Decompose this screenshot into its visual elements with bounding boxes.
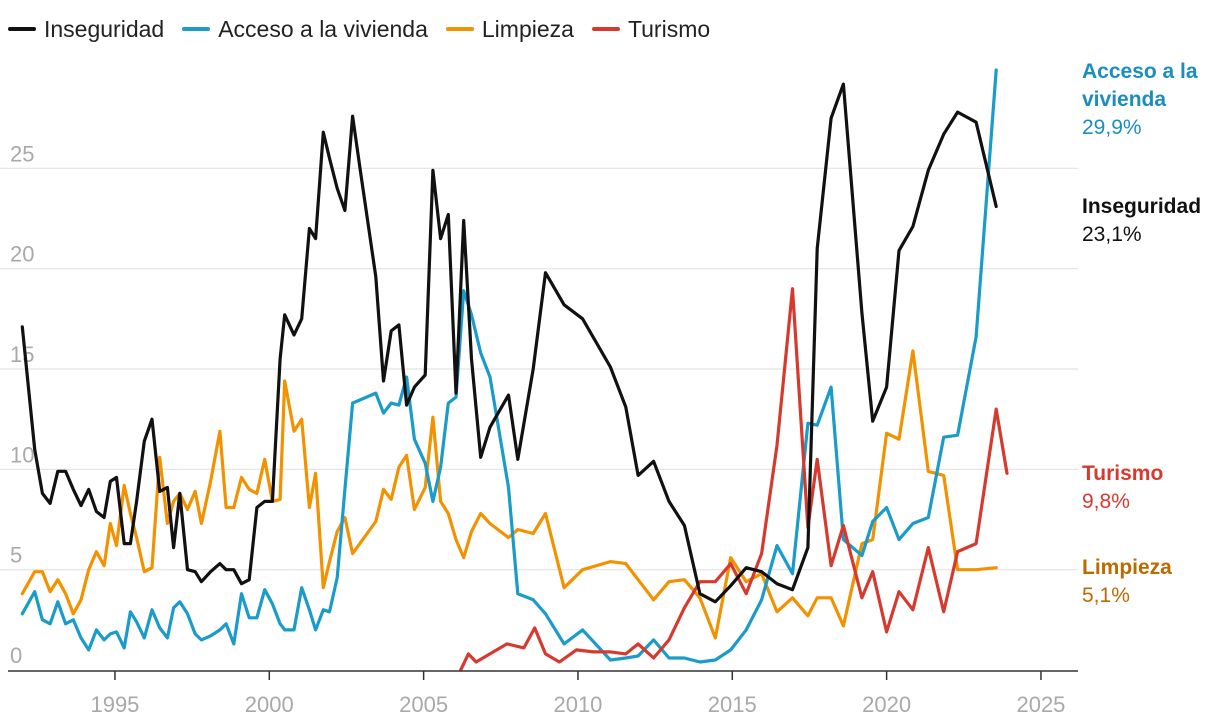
legend-swatch-turismo bbox=[591, 27, 620, 31]
end-label-name-acceso-a-la-vivienda-0: Acceso a la bbox=[1082, 60, 1198, 83]
end-label-inseguridad: Inseguridad 23,1% bbox=[1082, 195, 1201, 246]
y-tick-label-15: 15 bbox=[10, 342, 34, 367]
end-label-value-turismo: 9,8% bbox=[1082, 490, 1130, 513]
end-label-value-limpieza: 5,1% bbox=[1082, 584, 1130, 607]
x-tick-label-2000: 2000 bbox=[245, 692, 294, 717]
legend-item-inseguridad: Inseguridad bbox=[8, 16, 164, 43]
legend: Inseguridad Acceso a la vivienda Limpiez… bbox=[8, 12, 710, 46]
legend-swatch-inseguridad bbox=[8, 27, 36, 31]
legend-label-acceso-a-la-vivienda: Acceso a la vivienda bbox=[218, 15, 428, 42]
end-labels: Inseguridad 23,1% Acceso a la vivienda 29,9%… bbox=[1082, 60, 1201, 607]
y-tick-label-25: 25 bbox=[10, 141, 34, 166]
end-label-value-acceso-a-la-vivienda: 29,9% bbox=[1082, 116, 1142, 139]
series-lines bbox=[20, 68, 1009, 672]
legend-item-acceso-a-la-vivienda: Acceso a la vivienda bbox=[182, 16, 428, 43]
legend-item-limpieza: Limpieza bbox=[445, 15, 574, 43]
x-axis-ticks: 1995 2000 2005 2010 2015 2020 2025 bbox=[90, 671, 1065, 717]
legend-item-turismo: Turismo bbox=[591, 15, 711, 43]
end-label-name-acceso-a-la-vivienda-1: vivienda bbox=[1082, 88, 1166, 111]
end-label-name-limpieza-0: Limpieza bbox=[1082, 556, 1172, 579]
end-label-limpieza: Limpieza 5,1% bbox=[1082, 556, 1172, 607]
y-tick-label-0: 0 bbox=[10, 643, 22, 668]
y-tick-label-20: 20 bbox=[10, 242, 34, 267]
end-label-acceso-a-la-vivienda: Acceso a la vivienda 29,9% bbox=[1082, 60, 1198, 139]
x-tick-label-1995: 1995 bbox=[90, 692, 139, 717]
y-tick-label-5: 5 bbox=[10, 543, 22, 568]
x-tick-label-2025: 2025 bbox=[1016, 692, 1065, 717]
end-label-name-turismo-0: Turismo bbox=[1082, 462, 1163, 485]
y-axis-ticks: 0 5 10 15 20 25 bbox=[10, 141, 34, 668]
series-line-inseguridad bbox=[20, 82, 998, 604]
x-tick-label-2020: 2020 bbox=[862, 692, 911, 717]
x-tick-label-2010: 2010 bbox=[553, 692, 602, 717]
end-label-value-inseguridad: 23,1% bbox=[1082, 223, 1142, 246]
end-label-turismo: Turismo 9,8% bbox=[1082, 462, 1163, 513]
legend-label-inseguridad: Inseguridad bbox=[44, 15, 165, 42]
legend-swatch-limpieza bbox=[445, 27, 474, 31]
x-tick-label-2005: 2005 bbox=[399, 692, 448, 717]
series-line-limpieza bbox=[20, 349, 998, 640]
y-tick-label-10: 10 bbox=[10, 442, 34, 467]
legend-swatch-acceso-a-la-vivienda bbox=[182, 27, 211, 31]
series-line-acceso-a-la-vivienda bbox=[20, 68, 998, 664]
x-tick-label-2015: 2015 bbox=[708, 692, 757, 717]
legend-label-turismo: Turismo bbox=[627, 15, 711, 42]
end-label-name-inseguridad-0: Inseguridad bbox=[1082, 195, 1201, 218]
legend-label-limpieza: Limpieza bbox=[481, 15, 574, 42]
